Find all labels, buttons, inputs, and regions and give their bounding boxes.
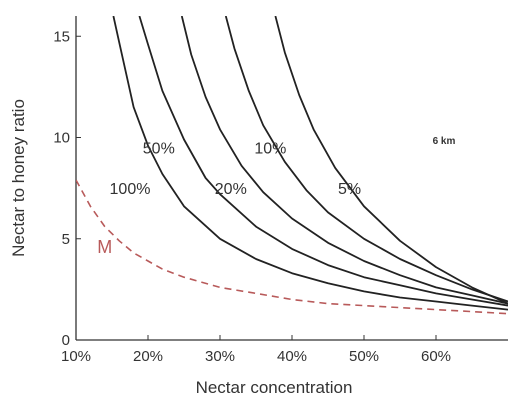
series-line-100pct <box>112 16 508 311</box>
series-line-5pct <box>274 16 508 305</box>
series-line-50pct <box>138 16 508 307</box>
ticks: 10% 20% 30% 40% 50% 60% 0 5 10 15 <box>53 28 451 365</box>
curve-label-50pct: 50% <box>143 141 175 158</box>
x-tick-label: 50% <box>349 348 379 365</box>
series-line-m <box>76 179 508 315</box>
y-tick-label: 5 <box>62 231 70 248</box>
plot-area <box>75 16 508 341</box>
y-tick-label: 15 <box>53 28 70 45</box>
curve-label-100pct: 100% <box>110 181 151 198</box>
distance-annotation: 6 km <box>433 136 456 147</box>
series-line-20pct <box>180 16 508 305</box>
y-axis-label: Nectar to honey ratio <box>9 99 28 257</box>
x-tick-label: 10% <box>61 348 91 365</box>
x-axis-label: Nectar concentration <box>196 378 353 397</box>
y-tick-label: 0 <box>62 332 70 349</box>
curve-label-10pct: 10% <box>254 141 286 158</box>
y-tick-label: 10 <box>53 130 70 147</box>
x-tick-label: 60% <box>421 348 451 365</box>
curve-label-5pct: 5% <box>338 181 361 198</box>
series-line-10pct <box>224 16 508 303</box>
curve-label-20pct: 20% <box>215 181 247 198</box>
curve-label-m: M <box>97 237 112 257</box>
x-tick-label: 20% <box>133 348 163 365</box>
curves <box>76 16 508 315</box>
x-tick-label: 40% <box>277 348 307 365</box>
x-tick-label: 30% <box>205 348 235 365</box>
curve-labels: 100% 50% 20% 10% 5% M <box>97 141 361 257</box>
